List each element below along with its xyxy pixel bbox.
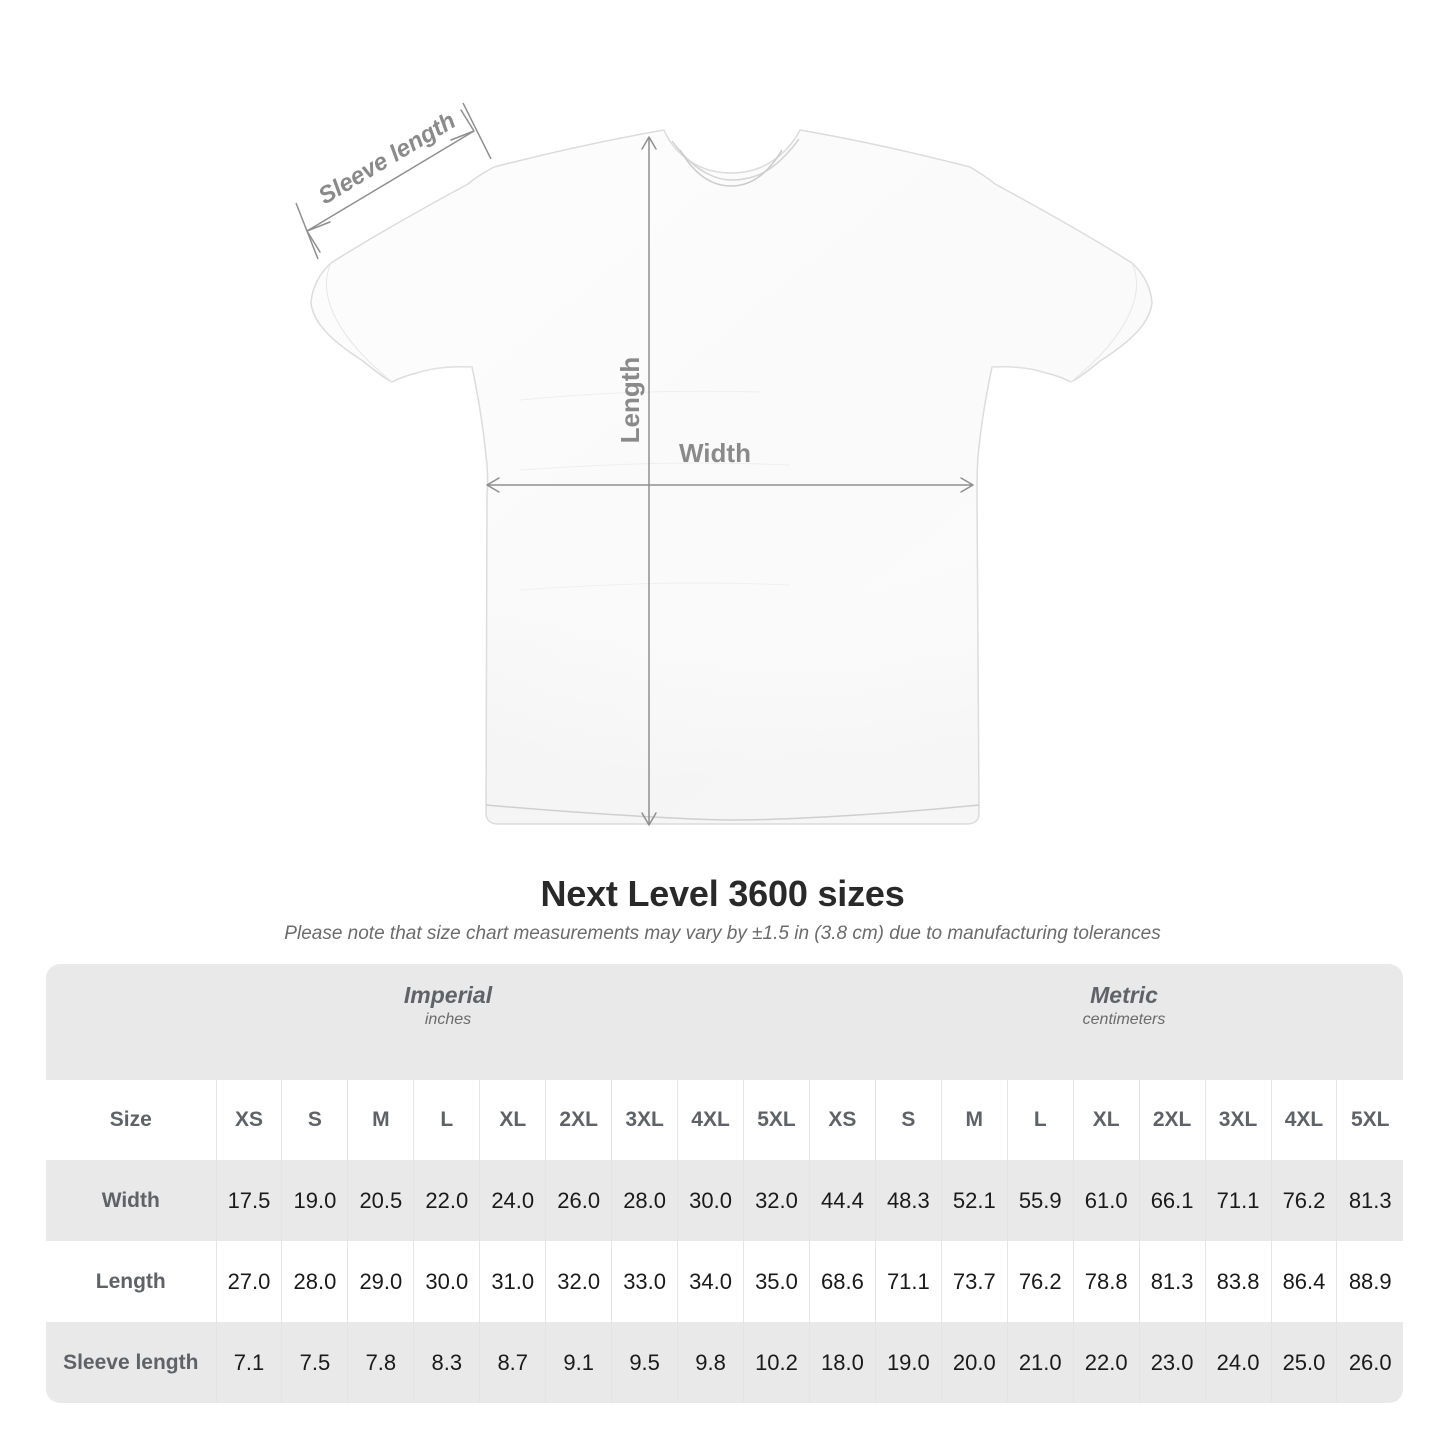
svg-text:Sleeve length: Sleeve length bbox=[314, 107, 461, 210]
svg-text:Width: Width bbox=[679, 438, 751, 468]
svg-text:Length: Length bbox=[615, 357, 645, 444]
